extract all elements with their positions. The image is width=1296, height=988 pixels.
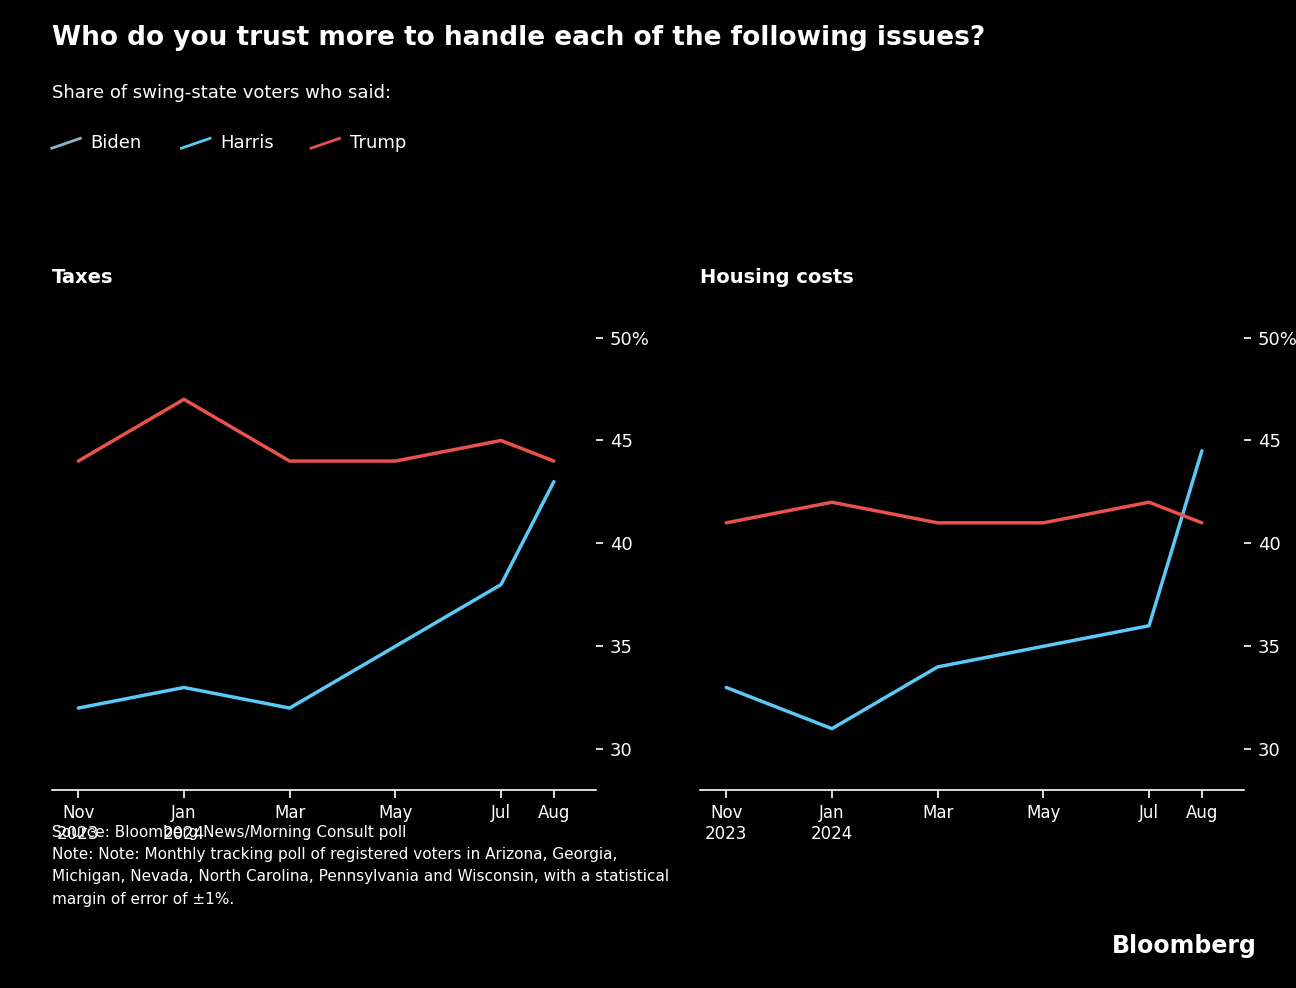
Text: Share of swing-state voters who said:: Share of swing-state voters who said:	[52, 84, 391, 102]
Text: Harris: Harris	[220, 134, 273, 152]
Text: Trump: Trump	[350, 134, 406, 152]
Text: Who do you trust more to handle each of the following issues?: Who do you trust more to handle each of …	[52, 25, 985, 50]
Text: Source: Bloomberg News/Morning Consult poll
Note: Note: Monthly tracking poll of: Source: Bloomberg News/Morning Consult p…	[52, 825, 669, 907]
Text: Biden: Biden	[91, 134, 143, 152]
Text: Housing costs: Housing costs	[700, 268, 854, 287]
Text: Bloomberg: Bloomberg	[1112, 935, 1257, 958]
Text: Taxes: Taxes	[52, 268, 113, 287]
